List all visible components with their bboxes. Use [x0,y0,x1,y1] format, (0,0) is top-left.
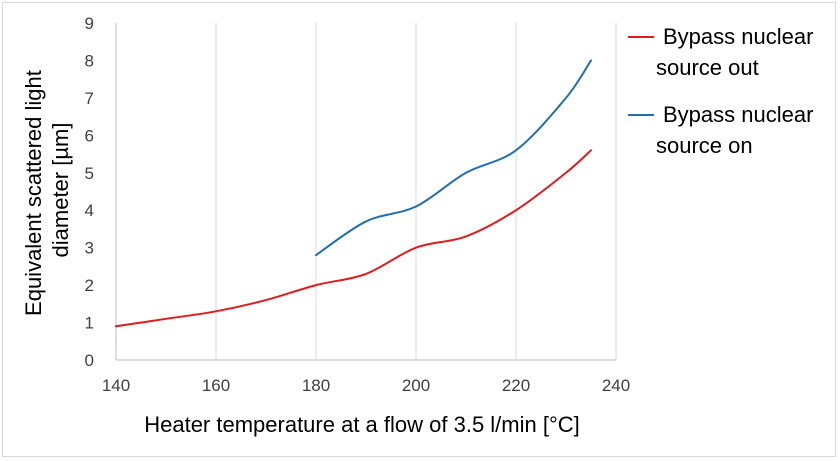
legend-label-source-on: Bypass nuclear source on [656,102,820,158]
legend-label-source-out: Bypass nuclear source out [656,24,820,80]
x-tick-label-180: 180 [302,376,330,395]
y-tick-label-4: 4 [85,201,94,220]
y-axis-title-line-2: diameter [µm] [48,123,73,258]
x-axis-title: Heater temperature at a flow of 3.5 l/mi… [144,412,580,437]
tick-labels: 140 160 180 200 220 240 0 1 2 3 4 5 6 7 8 9 [85,14,631,395]
y-tick-label-2: 2 [85,276,94,295]
y-tick-label-0: 0 [85,351,94,370]
legend-item-source-on: Bypass nuclear source on [628,102,820,158]
legend-label-source-on-line-2: source on [656,133,753,158]
legend-label-source-out-line-1: Bypass nuclear [663,24,813,49]
legend: Bypass nuclear source out Bypass nuclear… [628,24,820,158]
series-line-source-on [315,59,592,257]
y-tick-label-3: 3 [85,239,94,258]
y-axis-title: Equivalent scattered light diameter [µm] [21,64,73,316]
x-tick-label-220: 220 [502,376,530,395]
y-tick-label-9: 9 [85,14,94,33]
legend-item-source-out: Bypass nuclear source out [628,24,820,80]
series-line-source-out [115,149,592,328]
chart-frame [2,2,836,457]
x-tick-label-200: 200 [402,376,430,395]
y-tick-label-6: 6 [85,126,94,145]
axes [115,23,616,361]
y-tick-label-5: 5 [85,164,94,183]
legend-label-source-on-line-1: Bypass nuclear [663,102,813,127]
x-tick-label-160: 160 [202,376,230,395]
y-axis-title-line-1: Equivalent scattered light [21,70,46,316]
y-tick-label-1: 1 [85,314,94,333]
y-tick-label-7: 7 [85,89,94,108]
y-tick-label-8: 8 [85,51,94,70]
x-tick-label-240: 240 [602,376,630,395]
series-lines [115,59,592,328]
legend-label-source-out-line-2: source out [656,55,759,80]
x-tick-label-140: 140 [102,376,130,395]
gridlines [215,23,617,360]
